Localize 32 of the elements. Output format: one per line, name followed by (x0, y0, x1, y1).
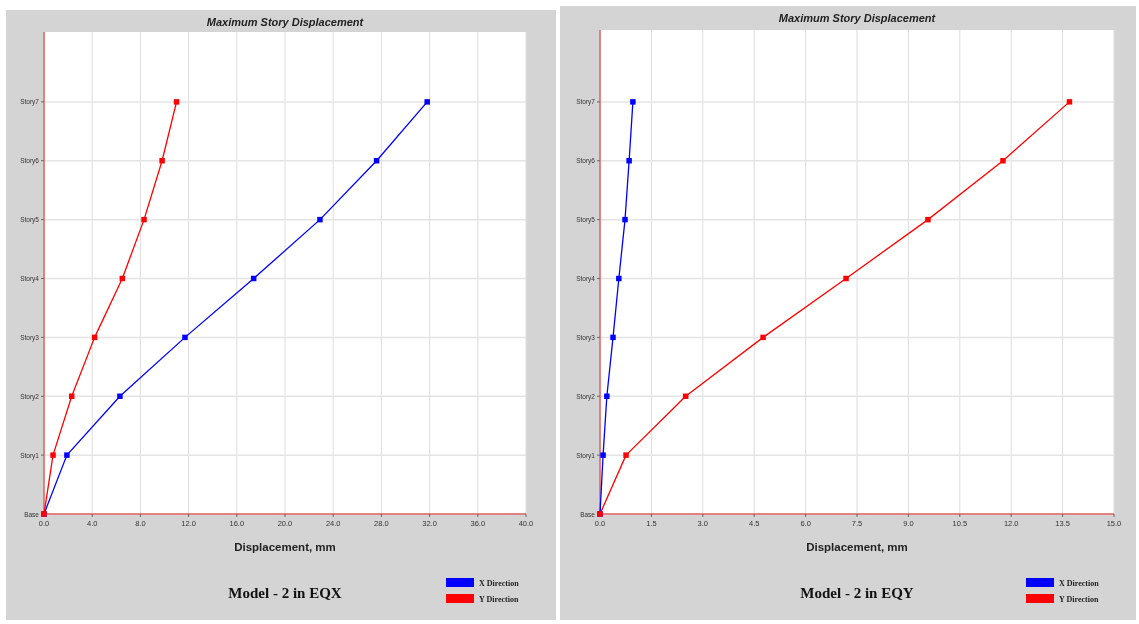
legend-label: Y Direction (1059, 594, 1099, 604)
point (424, 99, 430, 105)
text: Model - 2 in EQY (800, 585, 914, 601)
point (610, 334, 616, 341)
point (50, 452, 56, 458)
point (64, 452, 70, 458)
chart-title: Maximum Story Displacement (778, 12, 937, 24)
point (159, 158, 165, 164)
text: Model - 2 in EQX (228, 585, 342, 601)
point (141, 216, 147, 223)
x-axis-title: Displacement, mm (234, 541, 336, 553)
point (623, 452, 629, 458)
point (1066, 99, 1073, 105)
point (604, 393, 610, 399)
x-axis-title: Displacement, mm (806, 541, 908, 553)
point (843, 275, 849, 282)
point (117, 393, 123, 399)
legend-label: Y Direction (479, 594, 519, 604)
legend-label: X Direction (1059, 578, 1100, 588)
point (925, 216, 931, 223)
point (622, 216, 628, 223)
point (173, 99, 180, 105)
point (182, 334, 188, 341)
chart-title: Maximum Story Displacement (206, 16, 365, 28)
point (616, 275, 622, 282)
point (626, 158, 632, 164)
point (760, 334, 766, 341)
point (317, 216, 323, 223)
point (1000, 158, 1006, 164)
legend-label: X Direction (479, 578, 520, 588)
point (630, 99, 636, 105)
point (600, 452, 606, 458)
